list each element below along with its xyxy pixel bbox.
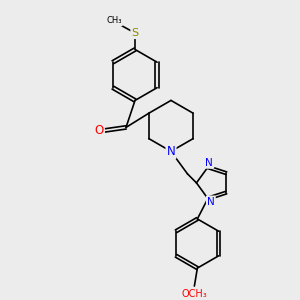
- Text: CH₃: CH₃: [106, 16, 122, 26]
- Text: OCH₃: OCH₃: [182, 289, 207, 298]
- Text: O: O: [94, 124, 104, 137]
- Text: N: N: [207, 196, 215, 206]
- Text: N: N: [167, 145, 176, 158]
- Text: S: S: [131, 28, 139, 38]
- Text: N: N: [206, 158, 213, 168]
